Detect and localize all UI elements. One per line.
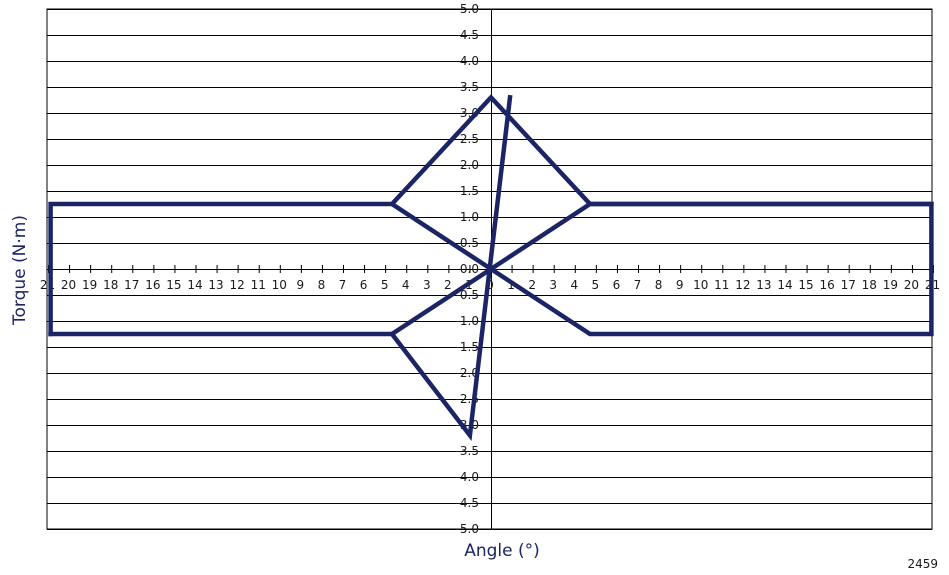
y-tick-label: -1.5: [456, 340, 479, 354]
x-tick-label: 6: [360, 278, 368, 292]
x-tick-label: 12: [230, 278, 245, 292]
x-tick-label: 18: [862, 278, 877, 292]
y-tick-label: 4.5: [460, 28, 479, 42]
y-tick-label: 1.0: [460, 210, 479, 224]
y-tick-label: 0.5: [460, 236, 479, 250]
x-tick-label: 5: [592, 278, 600, 292]
x-tick-label: 9: [297, 278, 305, 292]
x-tick-label: 2: [444, 278, 452, 292]
x-tick-label: 16: [820, 278, 835, 292]
x-tick-label: 9: [676, 278, 684, 292]
y-tick-label: -4.5: [456, 496, 479, 510]
x-tick-label: 11: [251, 278, 266, 292]
x-tick-label: 20: [904, 278, 919, 292]
y-tick-label: -1.0: [456, 314, 479, 328]
x-tick-label: 3: [423, 278, 431, 292]
y-axis-title: Torque (N·m): [10, 215, 30, 326]
x-tick-label: 2: [528, 278, 536, 292]
x-tick-label: 10: [693, 278, 708, 292]
x-tick-label: 15: [166, 278, 181, 292]
x-axis-title: Angle (°): [464, 541, 540, 561]
x-tick-label: 13: [208, 278, 223, 292]
x-tick-label: 16: [145, 278, 160, 292]
y-tick-label: -2.0: [456, 366, 479, 380]
figure-id: 2459: [907, 557, 938, 571]
x-tick-label: 4: [570, 278, 578, 292]
y-tick-label: -0.5: [456, 288, 479, 302]
y-tick-label: 5.0: [460, 2, 479, 16]
y-tick-label: 4.0: [460, 54, 479, 68]
y-tick-labels: 5.04.54.03.53.02.52.01.51.00.50.0-0.5-1.…: [456, 2, 479, 536]
series-line-3: [388, 94, 513, 442]
x-tick-labels: 21 20 19 18 17 16 15 14 13 12 11 10 9 8 7 6 5 4 3 2 1 0 1 2 3 4 5 6…: [40, 265, 940, 292]
x-tick-label: 8: [655, 278, 663, 292]
x-tick-label: 19: [82, 278, 97, 292]
x-tick-label: 6: [613, 278, 621, 292]
y-tick-label: 2.0: [460, 158, 479, 172]
x-tick-label: 11: [714, 278, 729, 292]
x-tick-label: 12: [735, 278, 750, 292]
y-tick-label: 2.5: [460, 132, 479, 146]
y-tick-label: -3.5: [456, 444, 479, 458]
x-tick-label: 13: [756, 278, 771, 292]
x-tick-label: 18: [103, 278, 118, 292]
x-tick-label: 17: [124, 278, 139, 292]
x-tick-label: 15: [798, 278, 813, 292]
x-tick-label: 1: [507, 278, 515, 292]
x-tick-label: 19: [883, 278, 898, 292]
x-tick-label: 7: [339, 278, 347, 292]
x-tick-label: 8: [318, 278, 326, 292]
y-tick-label: 3.5: [460, 80, 479, 94]
x-tick-label: 3: [549, 278, 557, 292]
x-tick-label: 17: [841, 278, 856, 292]
x-tick-label: 14: [777, 278, 792, 292]
x-tick-label: 4: [402, 278, 410, 292]
x-tick-label: 14: [187, 278, 202, 292]
x-tick-label: 10: [272, 278, 287, 292]
y-tick-label: 1.5: [460, 184, 479, 198]
series-lines: [48, 94, 934, 442]
x-tick-label: 5: [381, 278, 389, 292]
y-tick-label: -5.0: [456, 522, 479, 536]
x-tick-label: 20: [61, 278, 76, 292]
y-tick-label: 0.0: [460, 262, 479, 276]
y-tick-label: -4.0: [456, 470, 479, 484]
x-tick-label: 7: [634, 278, 642, 292]
